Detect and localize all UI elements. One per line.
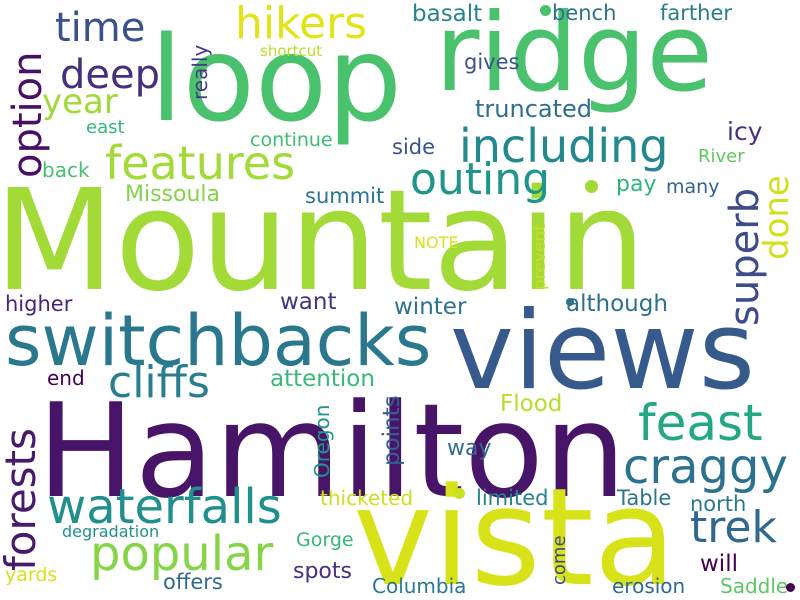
word-continue: continue [250,129,333,151]
word-offers: offers [163,570,223,594]
word-attention: attention [270,366,375,392]
word-flood: Flood [500,391,563,417]
word-forests: forests [0,428,45,571]
word-pay: pay [616,172,657,197]
word-cliffs: cliffs [108,357,210,408]
word-points: points [379,395,405,466]
word-farther: farther [660,1,732,25]
word-gorge: Gorge [296,529,354,551]
word-erosion: erosion [612,574,686,598]
word-will: will [700,551,738,577]
word-switchbacks: switchbacks [5,300,432,382]
dot-mark-4 [454,488,465,499]
word-want: want [280,289,337,315]
word-winter: winter [394,294,467,320]
word-gives: gives [464,50,520,74]
word-ridge: ridge [435,0,713,116]
word-basalt: basalt [412,1,483,27]
word-end: end [47,366,85,390]
word-loop: loop [150,10,403,148]
dot-mark-5 [786,583,795,592]
word-mountain: Mountain [0,160,647,323]
word-way: way [447,436,492,461]
word-icy: icy [727,117,763,146]
word-features: features [105,136,296,190]
word-east: east [86,117,125,138]
word-hikers: hikers [235,0,368,49]
word-higher: higher [5,292,73,316]
word-table: Table [617,486,672,510]
word-time: time [55,5,146,51]
word-summit: summit [305,184,385,208]
word-year: year [42,82,118,122]
word-bench: bench [552,1,617,25]
word-oregon: Oregon [310,404,334,478]
dot-mark-2 [585,180,598,193]
word-views: views [450,289,755,414]
word-spots: spots [293,559,352,584]
word-including: including [459,119,669,173]
word-degradation: degradation [62,522,160,541]
word-really: really [188,44,212,100]
word-limited: limited [476,486,549,510]
word-vista: vista [353,459,677,600]
word-note: NOTE [414,233,459,252]
word-river: River [698,146,745,167]
word-hamilton: Hamilton [37,375,627,527]
word-waterfalls: waterfalls [47,479,282,535]
word-craggy: craggy [623,439,788,495]
word-prevent: prevent [530,224,550,290]
word-columbia: Columbia [372,574,467,598]
word-north: north [690,492,747,516]
word-deep: deep [60,52,160,98]
word-missoula: Missoula [125,182,221,207]
word-feast: feast [638,394,763,452]
word-truncated: truncated [475,95,593,123]
word-outing: outing [410,154,551,205]
word-many: many [666,176,720,198]
word-popular: popular [90,526,274,582]
word-back: back [42,158,90,182]
word-done: done [757,175,797,260]
word-trek: trek [690,502,777,553]
dot-mark-3 [566,298,574,306]
word-thicketed: thicketed [320,486,414,510]
word-saddle: Saddle [720,574,789,598]
word-although: although [566,291,668,317]
word-come: come [549,535,570,585]
word-shortcut: shortcut [260,42,323,60]
dot-mark-1 [540,5,551,16]
word-yards: yards [5,564,58,586]
word-side: side [392,135,436,159]
